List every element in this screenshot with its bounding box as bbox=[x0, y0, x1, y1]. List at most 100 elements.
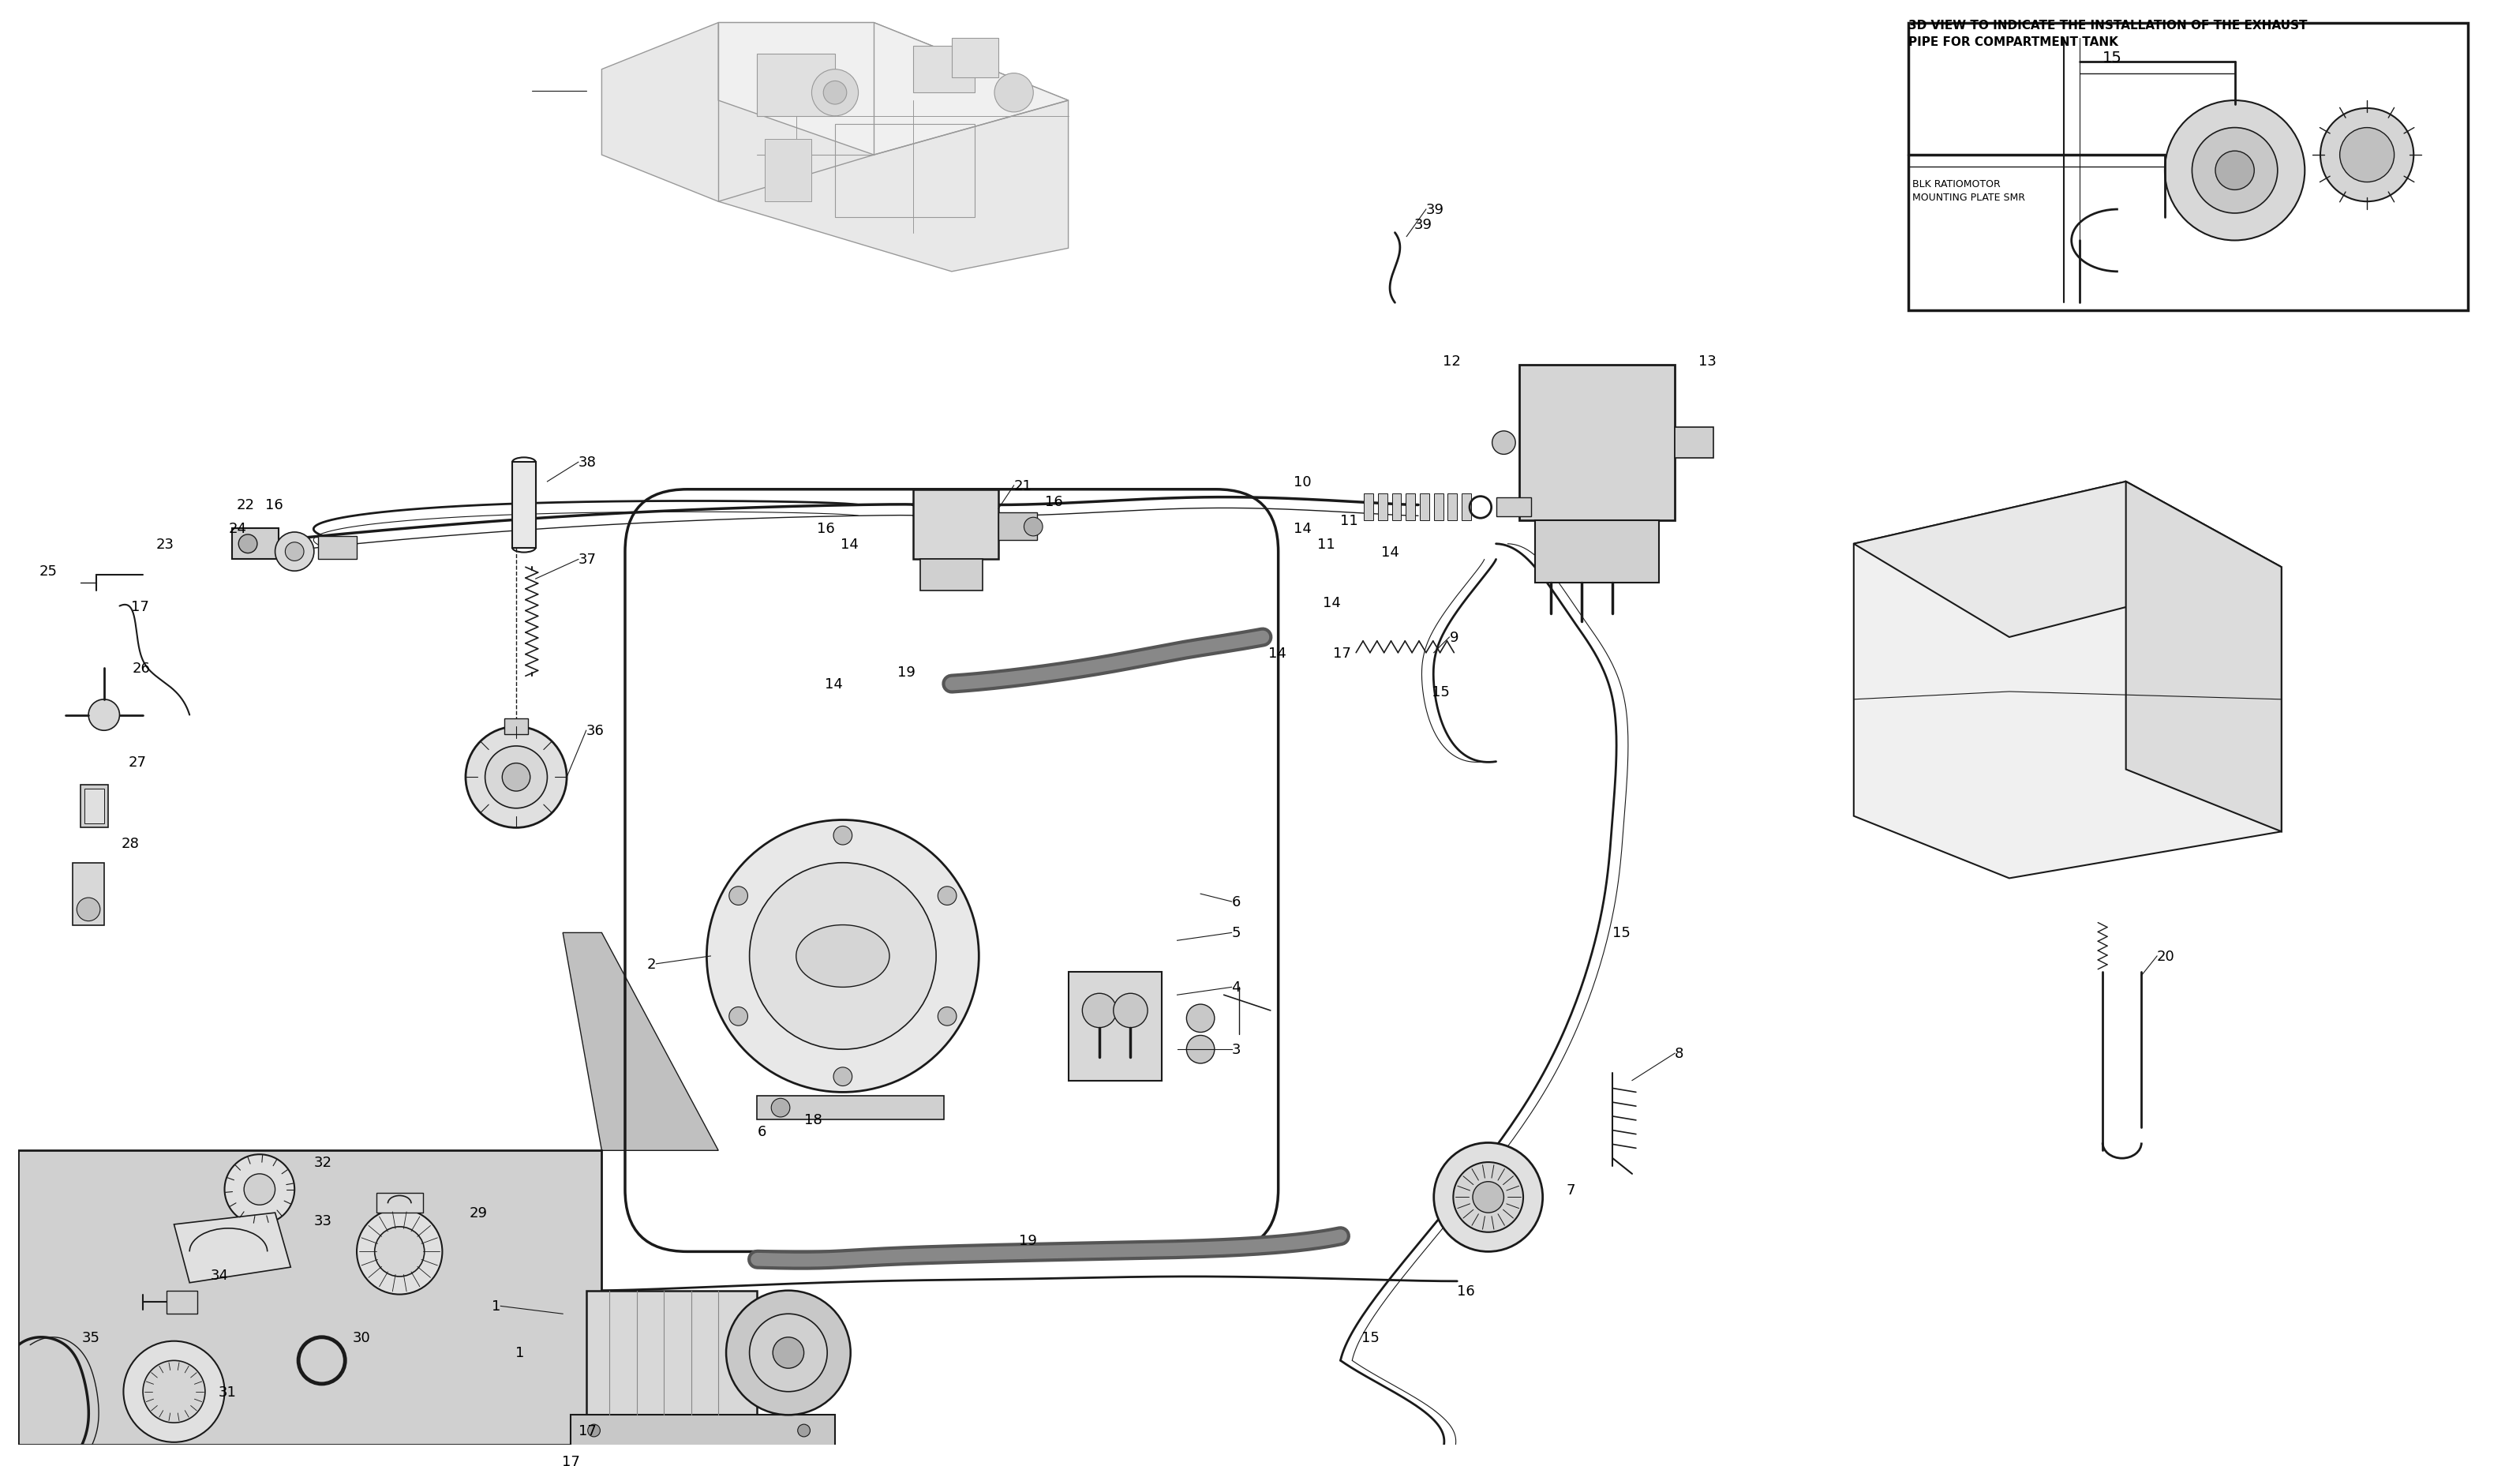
Text: 18: 18 bbox=[804, 1113, 822, 1127]
Text: 16: 16 bbox=[816, 522, 834, 535]
Bar bbox=[912, 490, 998, 560]
Polygon shape bbox=[1855, 482, 2281, 878]
Text: 11: 11 bbox=[1341, 513, 1358, 528]
Circle shape bbox=[728, 887, 748, 906]
Circle shape bbox=[937, 887, 958, 906]
Text: 6: 6 bbox=[756, 1124, 766, 1138]
Circle shape bbox=[706, 819, 978, 1092]
Bar bbox=[1378, 494, 1386, 520]
Bar bbox=[86, 789, 103, 824]
Circle shape bbox=[1114, 994, 1147, 1028]
Polygon shape bbox=[18, 1151, 602, 1444]
Polygon shape bbox=[718, 23, 1068, 155]
Text: 33: 33 bbox=[315, 1214, 333, 1227]
Text: 15: 15 bbox=[2102, 50, 2122, 66]
Text: 36: 36 bbox=[587, 724, 605, 737]
Bar bbox=[1449, 494, 1457, 520]
Bar bbox=[1535, 520, 1658, 583]
Bar bbox=[73, 863, 103, 925]
Text: 16: 16 bbox=[1457, 1283, 1474, 1297]
Circle shape bbox=[2339, 129, 2394, 183]
Circle shape bbox=[2165, 101, 2306, 240]
Circle shape bbox=[1434, 1143, 1542, 1252]
Bar bbox=[1419, 494, 1429, 520]
Bar bbox=[1363, 494, 1373, 520]
Text: 14: 14 bbox=[1268, 647, 1285, 660]
Text: 30: 30 bbox=[353, 1330, 370, 1344]
Bar bbox=[1391, 494, 1401, 520]
Circle shape bbox=[88, 699, 118, 732]
Circle shape bbox=[834, 1067, 852, 1086]
Bar bbox=[81, 786, 108, 828]
Bar bbox=[1462, 494, 1472, 520]
Bar bbox=[375, 1193, 423, 1212]
Circle shape bbox=[748, 1314, 827, 1391]
Circle shape bbox=[811, 70, 859, 117]
Circle shape bbox=[2192, 129, 2278, 214]
Bar bbox=[834, 125, 975, 217]
Text: 17: 17 bbox=[562, 1454, 580, 1466]
Text: 16: 16 bbox=[1046, 494, 1063, 509]
Text: 22: 22 bbox=[237, 498, 255, 513]
Polygon shape bbox=[562, 932, 718, 1151]
Bar bbox=[1676, 428, 1714, 459]
Text: 23: 23 bbox=[156, 537, 174, 551]
Text: 3: 3 bbox=[1232, 1042, 1240, 1057]
Bar bbox=[998, 513, 1038, 541]
Bar bbox=[318, 537, 358, 560]
Text: 5: 5 bbox=[1232, 927, 1240, 940]
Circle shape bbox=[275, 532, 315, 572]
Text: 15: 15 bbox=[1431, 685, 1449, 699]
Polygon shape bbox=[2127, 482, 2281, 831]
Circle shape bbox=[484, 746, 547, 809]
Text: 20: 20 bbox=[2157, 949, 2175, 963]
Circle shape bbox=[824, 82, 847, 106]
Text: 29: 29 bbox=[469, 1205, 489, 1220]
Bar bbox=[1497, 497, 1532, 517]
Text: 34: 34 bbox=[209, 1268, 229, 1283]
Text: 21: 21 bbox=[1013, 479, 1031, 493]
Text: 12: 12 bbox=[1444, 355, 1462, 368]
Polygon shape bbox=[570, 1415, 834, 1445]
Circle shape bbox=[937, 1007, 958, 1026]
Text: 2: 2 bbox=[648, 957, 655, 970]
Text: 17: 17 bbox=[131, 600, 149, 613]
Text: 14: 14 bbox=[839, 537, 859, 551]
Circle shape bbox=[1454, 1163, 1522, 1233]
Text: 4: 4 bbox=[1232, 981, 1240, 994]
Text: 37: 37 bbox=[580, 553, 597, 567]
Bar bbox=[1520, 365, 1676, 520]
Polygon shape bbox=[174, 1212, 290, 1283]
Circle shape bbox=[1187, 1035, 1215, 1063]
Circle shape bbox=[1472, 1182, 1504, 1212]
Circle shape bbox=[2215, 151, 2255, 191]
Circle shape bbox=[2321, 108, 2414, 202]
Bar bbox=[756, 54, 834, 117]
Circle shape bbox=[285, 542, 305, 561]
Circle shape bbox=[834, 827, 852, 844]
Text: 7: 7 bbox=[1565, 1183, 1575, 1196]
Text: 13: 13 bbox=[1698, 355, 1716, 368]
Ellipse shape bbox=[796, 925, 890, 988]
Circle shape bbox=[76, 899, 101, 921]
Circle shape bbox=[244, 1174, 275, 1205]
Text: 14: 14 bbox=[1323, 595, 1341, 610]
Bar bbox=[766, 139, 811, 202]
Text: 14: 14 bbox=[1293, 522, 1313, 535]
Text: 27: 27 bbox=[129, 755, 146, 770]
Polygon shape bbox=[587, 1290, 756, 1415]
Text: 31: 31 bbox=[219, 1384, 237, 1399]
Circle shape bbox=[239, 535, 257, 554]
Circle shape bbox=[748, 863, 935, 1050]
Text: 14: 14 bbox=[824, 677, 842, 692]
Text: 38: 38 bbox=[580, 456, 597, 469]
Circle shape bbox=[726, 1290, 852, 1415]
Bar bbox=[912, 47, 975, 94]
Text: 14: 14 bbox=[1381, 545, 1399, 559]
Circle shape bbox=[774, 1337, 804, 1368]
Text: 24: 24 bbox=[229, 522, 247, 535]
Circle shape bbox=[375, 1227, 423, 1277]
Circle shape bbox=[1023, 517, 1043, 537]
Text: 10: 10 bbox=[1293, 475, 1313, 490]
Text: 3D VIEW TO INDICATE THE INSTALLATION OF THE EXHAUST: 3D VIEW TO INDICATE THE INSTALLATION OF … bbox=[1908, 19, 2308, 31]
